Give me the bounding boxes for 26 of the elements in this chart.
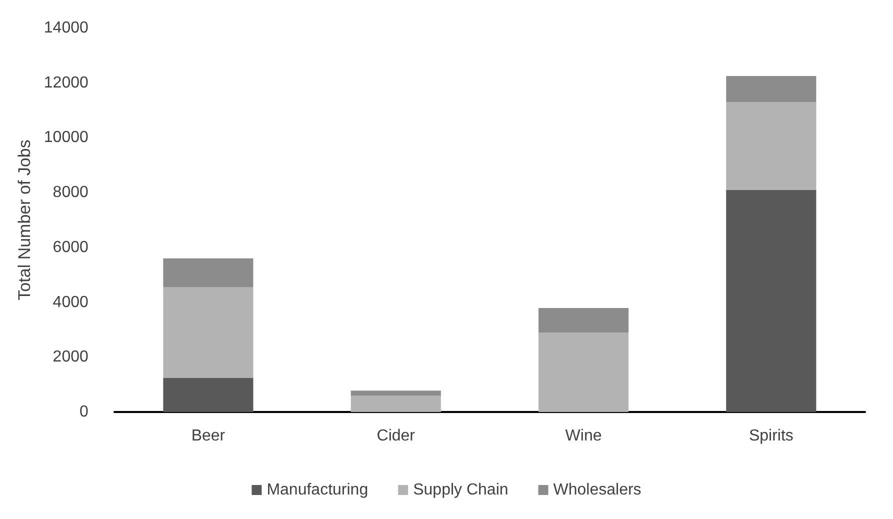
bar xyxy=(726,102,816,190)
x-tick-label: Wine xyxy=(565,428,602,444)
y-tick-label: 10000 xyxy=(44,129,88,146)
bar xyxy=(350,390,441,396)
y-tick-label: 0 xyxy=(79,404,88,420)
y-tick-label: 14000 xyxy=(44,20,88,36)
y-tick-label: 2000 xyxy=(52,348,88,366)
bar xyxy=(538,332,629,412)
x-tick-label: Beer xyxy=(191,428,226,444)
legend-label: Wholesalers xyxy=(553,482,642,498)
bar xyxy=(163,378,254,412)
bar xyxy=(163,287,254,378)
y-tick-label: 12000 xyxy=(44,74,88,92)
legend-label: Supply Chain xyxy=(413,482,508,498)
y-tick-label: 8000 xyxy=(52,184,88,202)
bar xyxy=(726,190,816,412)
bar xyxy=(350,396,441,412)
bar xyxy=(538,308,629,332)
y-tick-label: 6000 xyxy=(52,238,88,256)
legend-label: Manufacturing xyxy=(266,482,368,498)
y-tick-label: 4000 xyxy=(52,294,88,311)
y-axis-title: Total Number of Jobs xyxy=(15,140,34,300)
x-tick-label: Cider xyxy=(376,428,416,444)
bar xyxy=(163,258,254,288)
bar xyxy=(726,76,816,102)
x-tick-label: Spirits xyxy=(748,428,794,444)
